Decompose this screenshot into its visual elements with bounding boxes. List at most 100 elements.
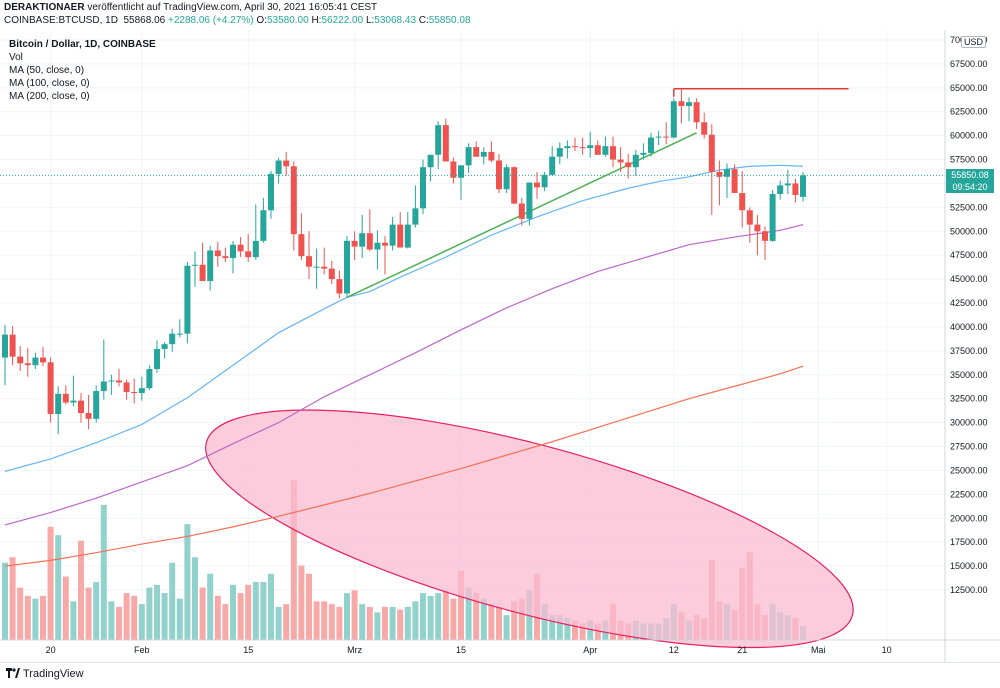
candle-body	[62, 393, 69, 403]
candle-body	[792, 183, 799, 195]
volume-bar	[47, 526, 54, 640]
price-tick-label: 37500.00	[950, 346, 988, 356]
last-price-tag: 55850.08	[946, 169, 994, 182]
volume-bar	[108, 601, 115, 640]
time-tick-label: 20	[46, 645, 56, 655]
volume-bar	[40, 595, 46, 640]
open-value: 53580.00	[266, 15, 309, 26]
volume-bar	[207, 573, 214, 640]
volume-bar	[374, 612, 381, 640]
volume-bar	[222, 604, 229, 640]
volume-bar	[230, 584, 236, 640]
candle-body	[480, 151, 487, 157]
time-tick-label: Mai	[811, 645, 826, 655]
time-tick-label: 15	[456, 645, 466, 655]
price-tick-label: 42500.00	[950, 298, 988, 308]
legend-ma200: MA (200, close, 0)	[9, 91, 90, 102]
price-tick-label: 17500.00	[950, 537, 988, 547]
low-label: L:	[365, 15, 375, 26]
volume-bar	[321, 601, 328, 640]
header-bar: DERAKTIONAER veröffentlicht auf TradingV…	[0, 0, 1000, 30]
candle-body	[252, 240, 259, 258]
volume-bar	[268, 573, 274, 640]
volume-bar	[199, 587, 206, 640]
volume-bar	[275, 606, 282, 640]
volume-bar	[154, 584, 160, 640]
candle-body	[290, 166, 297, 235]
volume-bar	[503, 615, 510, 640]
candle-body	[146, 369, 153, 389]
time-tick-label: Mrz	[347, 645, 362, 655]
candle-body	[116, 380, 122, 383]
candle-body	[435, 125, 442, 155]
candle-body	[336, 279, 343, 294]
candle-body	[40, 357, 46, 363]
volume-bar	[306, 573, 312, 640]
open-label: O:	[256, 15, 267, 26]
candle-body	[663, 136, 670, 138]
legend-title: Bitcoin / Dollar, 1D, COINBASE	[9, 39, 156, 50]
candle-body	[769, 194, 776, 241]
volume-bar	[435, 593, 442, 640]
candle-body	[230, 244, 236, 259]
candle-body	[724, 169, 730, 177]
volume-bar	[146, 587, 153, 640]
candle-body	[503, 167, 510, 190]
candle-body	[564, 146, 571, 149]
price-tick-label: 47500.00	[950, 250, 988, 260]
volume-bar	[572, 620, 578, 640]
footer: TradingView	[0, 662, 1000, 688]
candle-body	[214, 250, 221, 257]
volume-bar	[298, 565, 305, 640]
candle-body	[78, 400, 84, 414]
price-chart[interactable]: 12500.00 15000.00 17500.00 20000.00 22500.00…	[0, 30, 1000, 662]
price-tick-label: 67500.00	[950, 59, 988, 69]
volume-bar	[579, 623, 586, 640]
candle-body	[648, 137, 654, 153]
candle-body	[70, 400, 77, 403]
candle-body	[275, 160, 282, 174]
time-tick-label: 21	[737, 645, 747, 655]
currency-badge[interactable]: USD	[961, 36, 987, 48]
volume-bar	[427, 595, 434, 640]
volume-bar	[214, 595, 221, 640]
volume-bar	[351, 590, 358, 640]
candle-body	[686, 102, 692, 106]
time-tick-label: 10	[882, 645, 892, 655]
candle-body	[374, 242, 381, 250]
brand-name: TradingView	[23, 668, 84, 680]
volume-bar	[556, 615, 563, 640]
price-tick-label: 45000.00	[950, 274, 988, 284]
candle-body	[359, 233, 366, 247]
candle-body	[245, 251, 252, 258]
candle-body	[526, 182, 533, 219]
legend-ma100: MA (100, close, 0)	[9, 78, 90, 89]
close-label: C:	[418, 15, 429, 26]
candle-body	[716, 172, 723, 177]
candle-body	[184, 265, 191, 334]
axes: 12500.00 15000.00 17500.00 20000.00 22500.00…	[0, 30, 1000, 662]
tradingview-logo[interactable]: TradingView	[6, 668, 84, 680]
candle-body	[518, 203, 525, 219]
candle-body	[237, 244, 244, 252]
candle-body	[283, 160, 290, 167]
candle-body	[511, 167, 518, 204]
candle-body	[321, 266, 328, 269]
candle-body	[693, 102, 700, 123]
candle-body	[328, 268, 335, 280]
candle-body	[131, 392, 138, 393]
candle-body	[670, 101, 677, 138]
candle-body	[389, 224, 396, 246]
candle-body	[701, 122, 708, 135]
volume-bar	[442, 590, 449, 640]
candle-body	[784, 183, 791, 186]
candle-body	[123, 382, 130, 392]
candle-body	[344, 240, 350, 294]
volume-bar	[587, 620, 594, 640]
candle-body	[100, 381, 107, 392]
volume-bar	[541, 604, 548, 640]
volume-bar	[169, 562, 176, 640]
volume-bar	[473, 593, 480, 640]
symbol-line: COINBASE:BTCUSD, 1D	[4, 15, 118, 26]
volume-bar	[2, 562, 8, 640]
